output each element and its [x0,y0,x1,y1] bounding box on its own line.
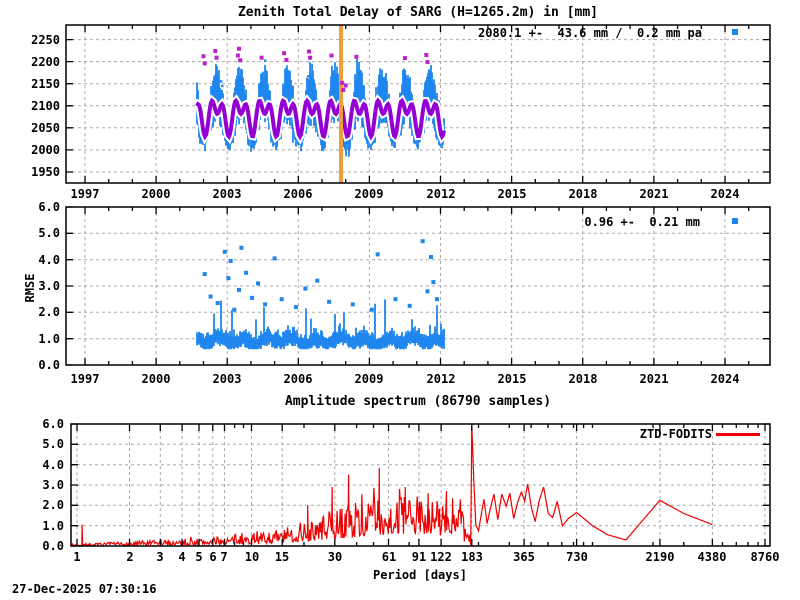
spectrum-y-tick-label: 0.0 [42,539,64,553]
spectrum-x-tick-label: 30 [327,550,343,564]
rmse-axis-label: RMSE [23,273,37,303]
rmse-legend-blue-square-icon [732,218,738,224]
spectrum-x-tick-label: 183 [461,550,483,564]
spectrum-x-tick-label: 2 [126,550,134,564]
spectrum-y-tick-label: 2.0 [42,498,64,512]
spectrum-xaxis-label: Period [days] [373,568,467,582]
spectrum-x-tick-label: 61 [381,550,397,564]
rmse-x-tick-label: 2018 [568,372,598,386]
spectrum-legend-red-line-icon [716,433,760,436]
rmse-y-tick-label: 2.0 [38,305,60,319]
spectrum-x-tick-label: 10 [244,550,260,564]
spectrum-x-tick-label: 365 [513,550,535,564]
spectrum-x-tick-label: 5 [195,550,203,564]
spectrum-x-tick-label: 6 [209,550,217,564]
spectrum-x-tick-label: 1 [73,550,81,564]
rmse-y-tick-label: 6.0 [38,200,60,214]
spectrum-x-tick-label: 122 [430,550,452,564]
ztd-x-tick-label: 2018 [568,187,598,201]
rmse-x-tick-label: 2021 [639,372,669,386]
spectrum-x-tick-label: 15 [274,550,290,564]
spectrum-y-tick-label: 4.0 [42,458,64,472]
rmse-x-tick-label: 2015 [497,372,527,386]
rmse-y-tick-label: 3.0 [38,279,60,293]
ztd-legend-text: 2080.1 +- 43.6 mm / 0.2 mm pa [478,26,702,40]
ztd-x-tick-label: 2024 [710,187,740,201]
ztd-y-tick-label: 2050 [31,121,60,135]
rmse-x-tick-label: 2006 [283,372,313,386]
ztd-x-tick-label: 2021 [639,187,669,201]
spectrum-x-tick-label: 91 [411,550,427,564]
spectrum-y-tick-label: 5.0 [42,437,64,451]
spectrum-x-tick-label: 7 [220,550,228,564]
plot-timestamp: 27-Dec-2025 07:30:16 [12,582,157,596]
spectrum-x-tick-label: 4380 [697,550,727,564]
spectrum-x-tick-label: 730 [566,550,588,564]
spectrum-legend-text: ZTD-FODITS [639,427,712,441]
rmse-y-tick-label: 4.0 [38,253,60,267]
ztd-x-tick-label: 2009 [354,187,384,201]
spectrum-y-tick-label: 6.0 [42,417,64,431]
ztd-x-tick-label: 2015 [497,187,527,201]
rmse-x-tick-label: 1997 [70,372,100,386]
rmse-x-tick-label: 2024 [710,372,740,386]
rmse-y-tick-label: 5.0 [38,226,60,240]
ztd-x-tick-label: 2006 [283,187,313,201]
ztd-y-tick-label: 2100 [31,99,60,113]
rmse-y-tick-label: 1.0 [38,332,60,346]
rmse-x-tick-label: 2009 [354,372,384,386]
ztd-y-tick-label: 1950 [31,165,60,179]
spectrum-x-tick-label: 2190 [645,550,675,564]
ztd-y-tick-label: 2000 [31,143,60,157]
ztd-y-tick-label: 2200 [31,55,60,69]
ztd-panel-title: Zenith Total Delay of SARG (H=1265.2m) i… [237,5,599,20]
ztd-legend-blue-square-icon [732,29,738,35]
spectrum-x-tick-label: 3 [156,550,164,564]
ztd-y-tick-label: 2250 [31,33,60,47]
ztd-x-tick-label: 1997 [70,187,100,201]
rmse-x-tick-label: 2003 [212,372,242,386]
rmse-legend-text: 0.96 +- 0.21 mm [584,215,700,229]
spectrum-x-tick-label: 8760 [750,550,780,564]
ztd-x-tick-label: 2000 [141,187,171,201]
spectrum-y-tick-label: 3.0 [42,478,64,492]
ztd-y-tick-label: 2150 [31,77,60,91]
spectrum-x-tick-label: 4 [178,550,186,564]
spectrum-y-tick-label: 1.0 [42,519,64,533]
rmse-x-tick-label: 2000 [141,372,171,386]
ztd-x-tick-label: 2012 [426,187,456,201]
ztd-x-tick-label: 2003 [212,187,242,201]
spectrum-panel-title: Amplitude spectrum (86790 samples) [284,394,552,409]
rmse-x-tick-label: 2012 [426,372,456,386]
rmse-y-tick-label: 0.0 [38,358,60,372]
